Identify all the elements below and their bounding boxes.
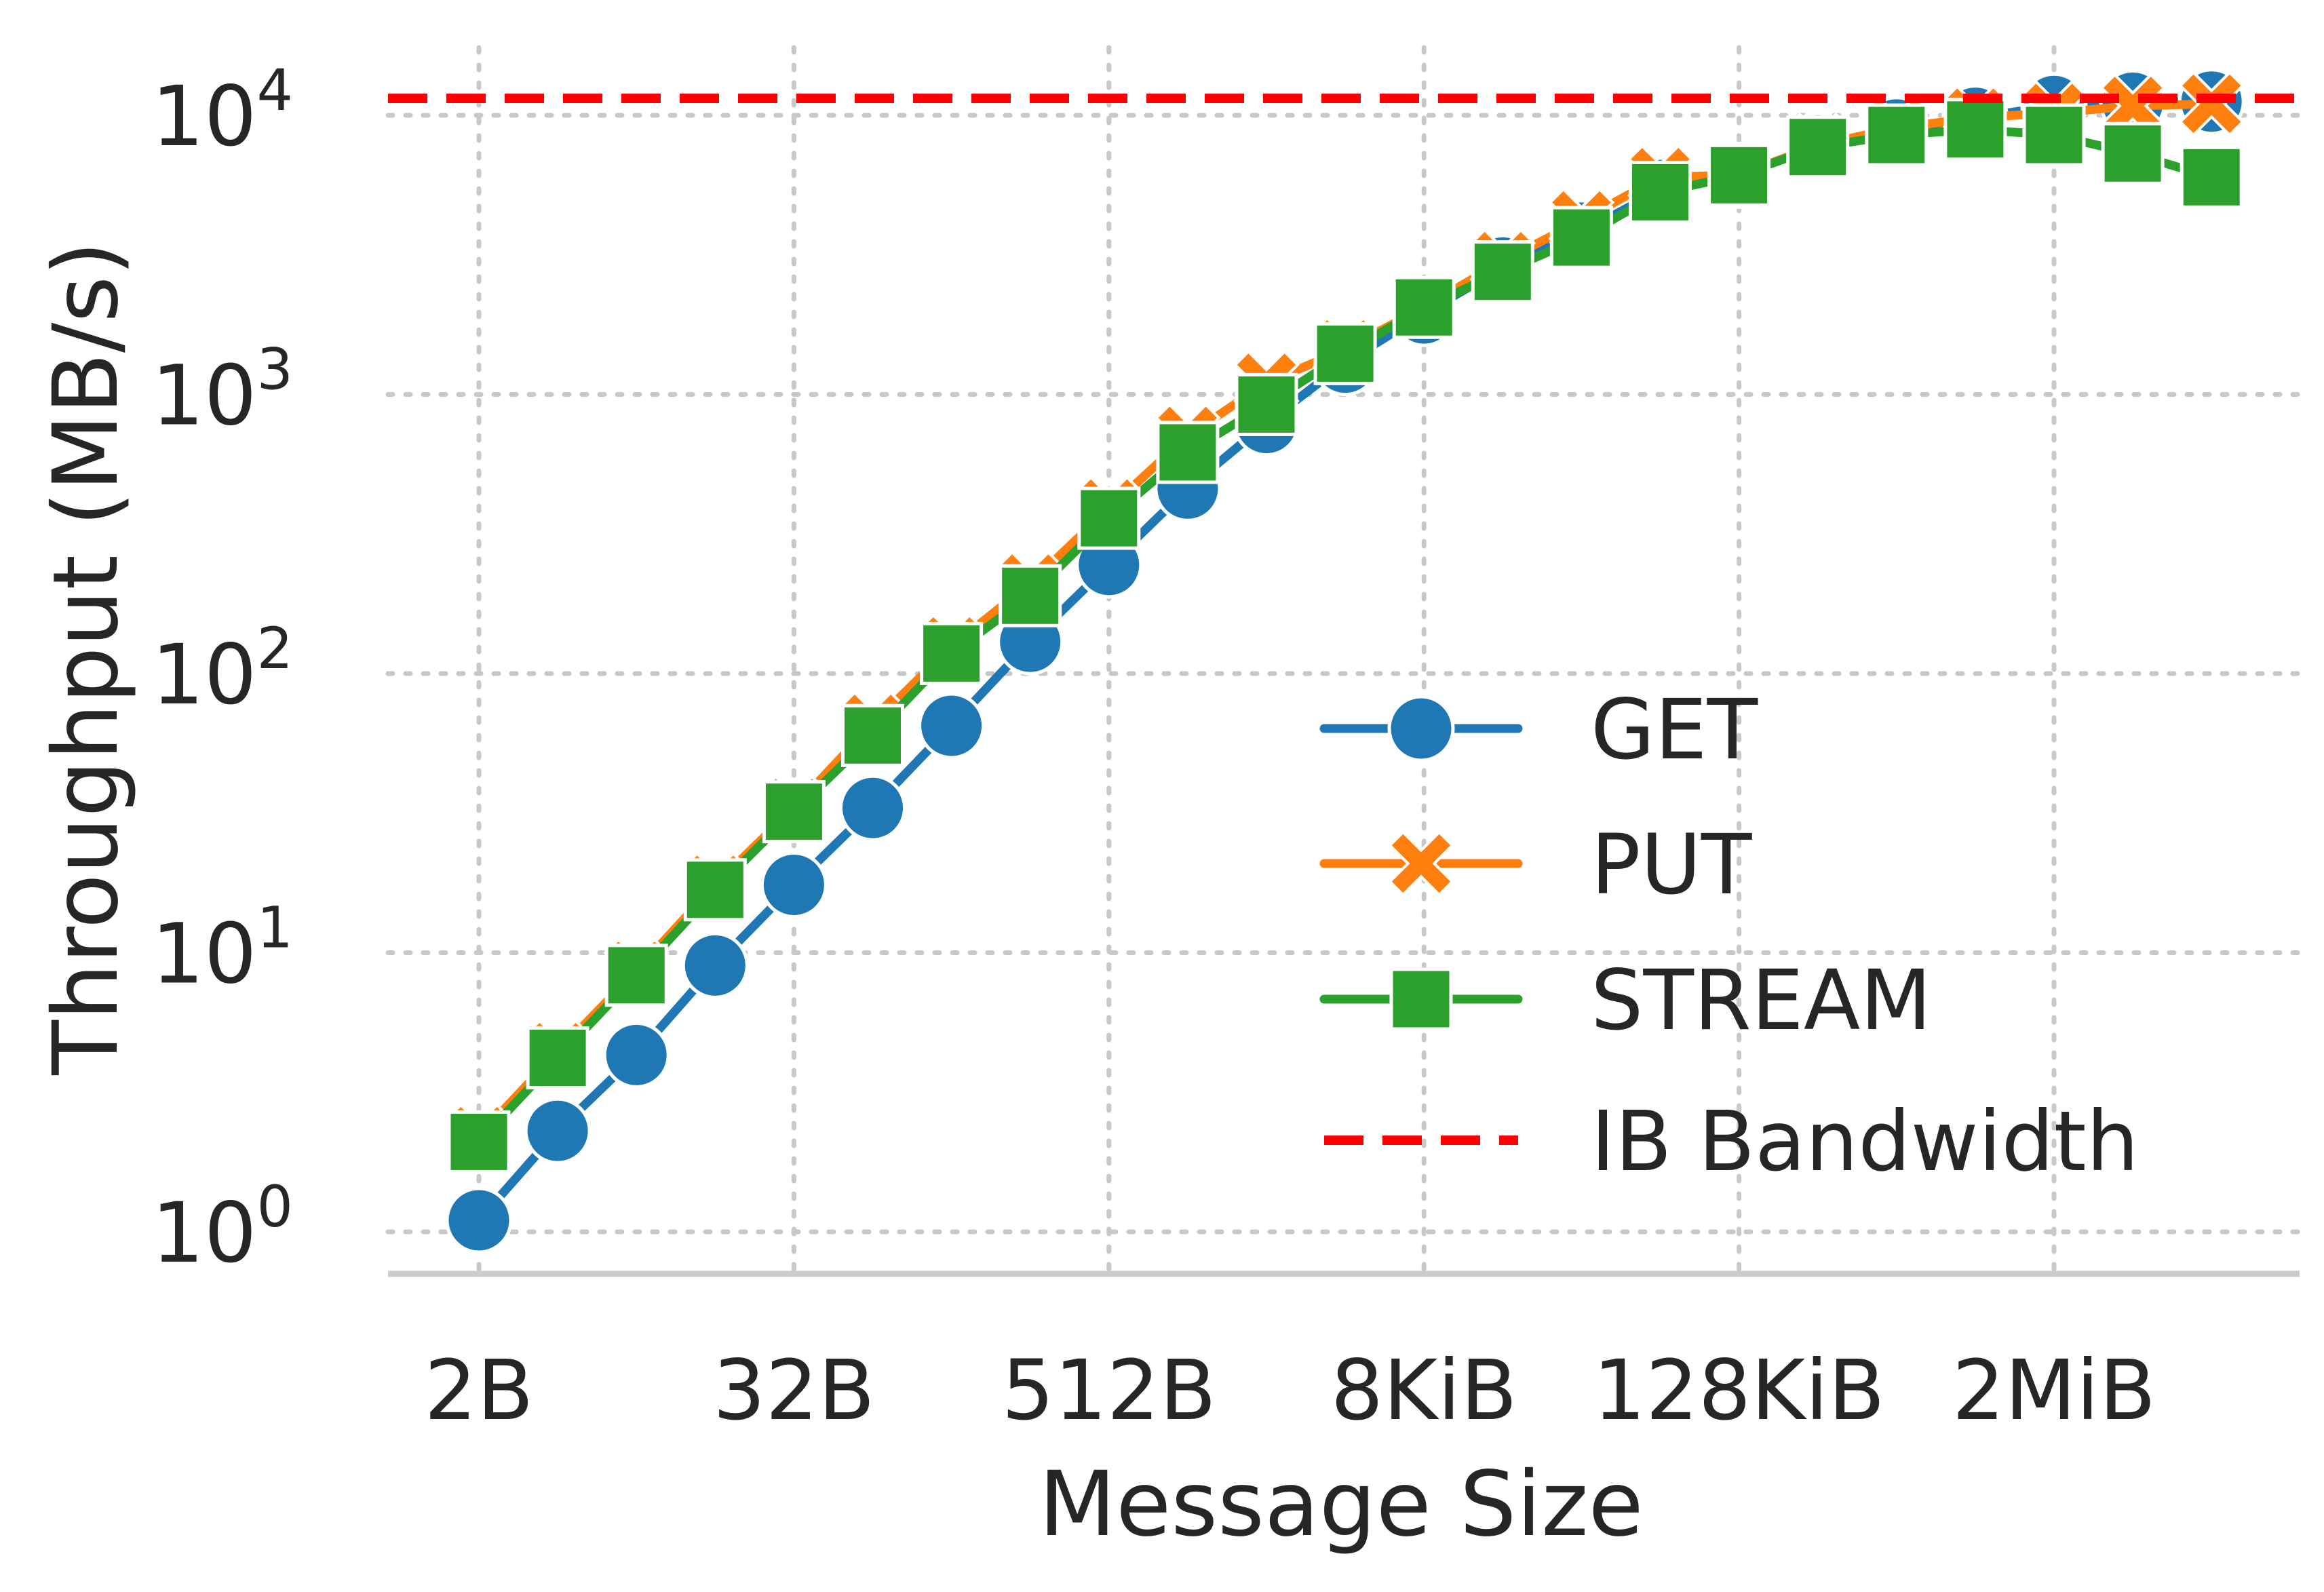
series-line (474, 125, 2216, 1146)
x-tick-label: 512B (1002, 1342, 1217, 1439)
legend-label: IB Bandwidth (1591, 1093, 2139, 1190)
data-point (602, 1021, 670, 1089)
data-point (999, 564, 1062, 627)
data-point (445, 1186, 513, 1254)
data-point (1388, 830, 1454, 897)
y-tick-label: 102 (151, 615, 293, 723)
data-point (1707, 143, 1771, 207)
data-point (604, 944, 668, 1007)
y-tick-label: 104 (151, 57, 293, 165)
y-tick-label: 101 (151, 895, 293, 1003)
x-tick-label: 32B (713, 1342, 875, 1439)
data-point (1943, 98, 2007, 161)
x-tick-label: 8KiB (1331, 1342, 1517, 1439)
data-point (1077, 486, 1141, 550)
data-point (1156, 421, 1220, 484)
y-tick-labels: 100 101 102 103 104 (151, 57, 293, 1281)
data-point (839, 774, 906, 842)
data-point (447, 1110, 511, 1173)
data-point (1549, 206, 1613, 269)
data-point (920, 621, 984, 685)
data-point (1786, 115, 1850, 179)
data-point (1387, 695, 1455, 762)
data-point (524, 1097, 592, 1165)
legend-label: STREAM (1591, 952, 1932, 1049)
data-point (2101, 121, 2165, 185)
legend-label: GET (1591, 682, 1758, 778)
legend-item-put: PUT (1319, 817, 1752, 913)
data-point (762, 780, 826, 844)
data-point (1471, 240, 1534, 304)
data-point (760, 851, 828, 918)
data-point (2180, 145, 2243, 209)
x-tick-labels: 2B 32B 512B 8KiB 128KiB 2MiB (424, 1342, 2156, 1439)
data-point (681, 931, 749, 999)
legend-item-ib-bandwidth: IB Bandwidth (1324, 1093, 2139, 1190)
y-axis-title: Throughput (MB/s) (34, 241, 138, 1075)
data-point (2022, 103, 2086, 167)
data-point (841, 703, 904, 767)
data-point (1389, 967, 1453, 1031)
data-point (1629, 160, 1692, 224)
data-point (1865, 103, 1929, 167)
data-point (1392, 275, 1456, 339)
x-tick-label: 2MiB (1952, 1342, 2156, 1439)
series-line (474, 97, 2216, 1225)
data-point (918, 692, 986, 760)
legend: GET PUT STREAM IB Bandwidth (1319, 682, 2139, 1190)
legend-label: PUT (1591, 817, 1752, 913)
x-tick-label: 2B (424, 1342, 533, 1439)
legend-item-stream: STREAM (1319, 952, 1932, 1049)
series-stream (447, 98, 2243, 1173)
series-layer (445, 68, 2245, 1254)
series-get (445, 68, 2245, 1254)
legend-item-get: GET (1319, 682, 1758, 778)
data-point (526, 1026, 589, 1090)
grid (385, 45, 2302, 1273)
data-point (2178, 71, 2245, 137)
data-point (683, 858, 747, 922)
data-point (1313, 322, 1377, 385)
y-tick-label: 103 (151, 336, 293, 444)
y-tick-label: 100 (151, 1173, 293, 1281)
x-axis-title: Message Size (1039, 1452, 1643, 1557)
data-point (1235, 372, 1298, 436)
x-tick-label: 128KiB (1593, 1342, 1884, 1439)
